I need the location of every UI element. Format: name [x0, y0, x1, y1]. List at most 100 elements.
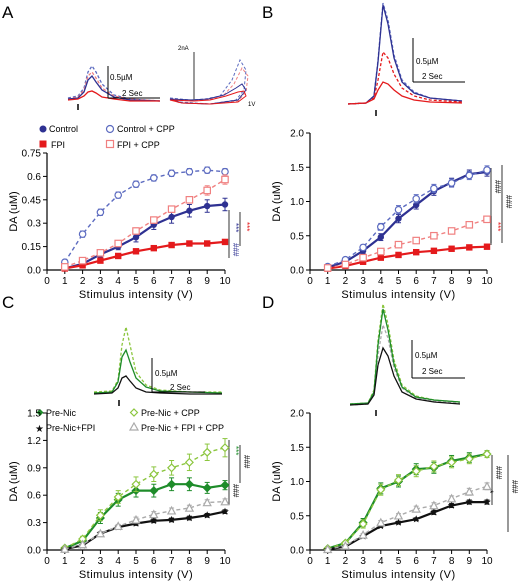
- data-point: [412, 194, 421, 203]
- legend-marker-pre-nic: [36, 409, 44, 416]
- series-line: [327, 245, 488, 270]
- series-line: [327, 453, 488, 550]
- data-point: [322, 544, 333, 554]
- data-point: [202, 483, 212, 493]
- data-point: [168, 241, 175, 249]
- x-tick-label: 5: [396, 276, 402, 287]
- data-point: [115, 252, 122, 260]
- data-point: [131, 514, 141, 524]
- data-point: [377, 233, 384, 241]
- x-tick-label: 3: [360, 276, 366, 287]
- x-tick-label: 7: [169, 556, 175, 567]
- scale-label-voltage-a: 1V: [248, 102, 255, 108]
- x-tick-label: 9: [467, 276, 473, 287]
- x-tick-label: 2: [80, 556, 86, 567]
- data-point: [395, 251, 402, 259]
- y-tick-label: 0.6: [27, 491, 41, 502]
- series-line: [64, 483, 226, 550]
- data-point: [203, 511, 211, 519]
- data-point: [359, 243, 367, 252]
- data-point: [464, 454, 474, 464]
- data-point: [447, 227, 456, 235]
- legend-label-pre-nic-fpi-cpp: Pre-Nic + FPI + CPP: [141, 423, 224, 433]
- data-point: [376, 485, 386, 495]
- x-tick-label: 2: [80, 276, 86, 287]
- x-tick-label: 7: [169, 276, 175, 287]
- legend-marker-fpi-cpp: [105, 139, 115, 149]
- data-point: [79, 262, 86, 269]
- sig-d-star: *: [485, 490, 495, 494]
- data-point: [78, 230, 87, 238]
- data-point: [95, 528, 106, 538]
- data-point: [96, 208, 105, 217]
- chart-d: 0.0 0.5 1.0 1.5 2.0 0 1 2 3 4 5 6 7 8 9 10 Stimulus inte…: [271, 409, 493, 582]
- legend-marker-pre-nic-fpi: ★: [35, 424, 44, 435]
- x-tick-label: 5: [133, 276, 139, 287]
- data-point: [203, 166, 212, 174]
- legend-marker-control: [39, 125, 47, 133]
- data-point: [323, 264, 332, 272]
- data-point: [411, 466, 421, 476]
- x-tick-label: 10: [481, 276, 493, 287]
- data-point: [220, 480, 230, 490]
- panel-c-traces: 0.5µM 2 Sec: [93, 326, 223, 406]
- data-point: [359, 258, 367, 265]
- y-tick-label: 0.15: [22, 242, 42, 253]
- x-tick-label: 7: [431, 276, 437, 287]
- data-point: [393, 510, 404, 520]
- x-tick-label: 3: [98, 276, 104, 287]
- x-tick-label: 8: [449, 276, 455, 287]
- legend-label-pre-nic: Pre-Nic: [46, 408, 77, 418]
- panel-letter-a: A: [2, 3, 14, 22]
- trace-b-control: [347, 4, 463, 105]
- data-point: [131, 479, 141, 489]
- x-tick-label: 0: [307, 556, 313, 567]
- sig-a-hash: ###: [231, 243, 240, 257]
- data-point: [430, 508, 438, 516]
- x-tick-label: 9: [467, 556, 473, 567]
- series-pre-nic-fpi-cpp: [60, 496, 230, 553]
- legend-a: Control Control + CPP FPI FPI + CPP: [39, 124, 175, 150]
- trace-b-fpi-cpp: [347, 50, 463, 105]
- x-tick-label: 6: [151, 276, 157, 287]
- chart-c: 0.0 0.3 0.6 0.9 1.2 1.5 0 1 2 3 4 5 6 7 8 9 10 Stimulus i…: [8, 409, 231, 582]
- data-point: [149, 486, 159, 496]
- data-point: [465, 498, 474, 506]
- y-tick-label: 0.0: [290, 266, 304, 277]
- sig-b-hash2: ###: [504, 195, 513, 209]
- data-point: [114, 239, 123, 248]
- data-point: [114, 191, 123, 199]
- panel-letter-c: C: [2, 293, 14, 312]
- panel-d-traces: 0.5µM 2 Sec: [349, 303, 465, 416]
- data-point: [60, 263, 69, 271]
- data-point: [447, 457, 457, 467]
- data-point: [429, 461, 439, 471]
- scale-label-conc-c: 0.5µM: [155, 369, 178, 378]
- x-tick-label: 7: [431, 556, 437, 567]
- panel-letter-d: D: [262, 293, 274, 312]
- series-line: [64, 240, 226, 270]
- sig-c-hash2: ###: [231, 484, 240, 498]
- data-point: [77, 539, 88, 549]
- data-point: [358, 529, 368, 539]
- x-tick-label: 8: [187, 276, 193, 287]
- data-point: [221, 167, 229, 176]
- data-point: [150, 516, 158, 524]
- x-axis-label: Stimulus intensity (V): [79, 289, 193, 301]
- data-point: [149, 509, 159, 519]
- trace-d-pre-nic: [349, 308, 461, 405]
- data-point: [465, 220, 474, 229]
- data-point: [186, 207, 193, 214]
- series-control: [61, 197, 229, 272]
- data-point: [394, 205, 403, 214]
- chart-b: 0.0 0.5 1.0 1.5 2.0 0 1 2 3 4 5 6 7 8 9 10 Stimulus inte…: [271, 129, 493, 302]
- x-tick-label: 6: [151, 556, 157, 567]
- x-tick-label: 0: [307, 276, 313, 287]
- series-line: [327, 501, 487, 551]
- series-fpi: [61, 238, 229, 272]
- legend-c: Pre-Nic Pre-Nic + CPP ★ Pre-Nic+FPI Pre-…: [35, 408, 224, 435]
- significance-b: ### ### ***: [490, 165, 513, 245]
- y-tick-label: 1.0: [290, 197, 304, 208]
- x-tick-label: 9: [204, 556, 210, 567]
- data-point: [167, 463, 177, 473]
